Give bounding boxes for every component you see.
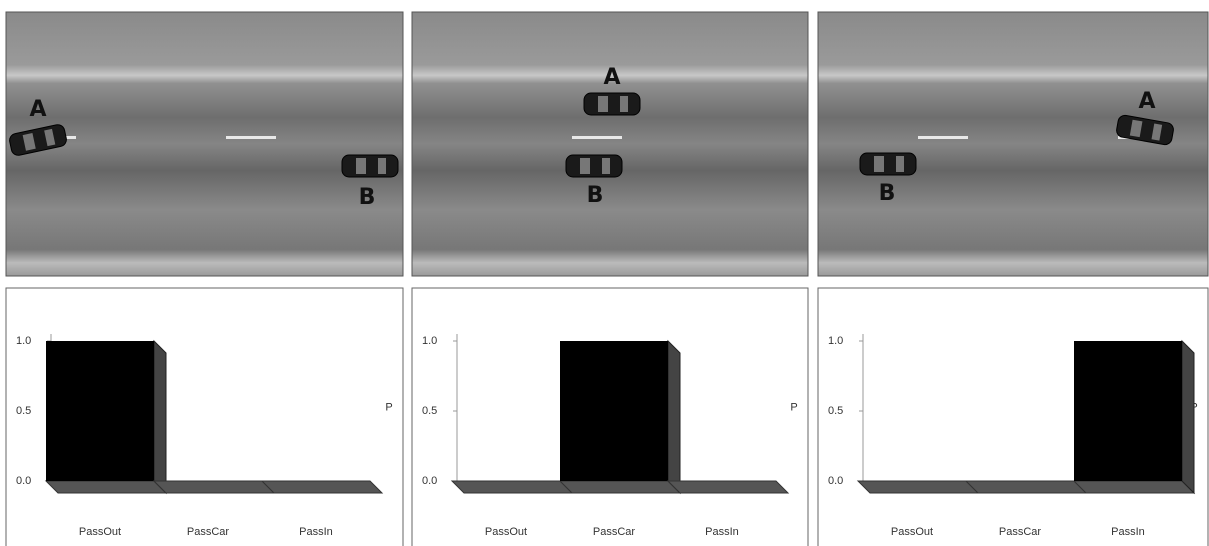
lane-dash [226,136,276,139]
car [566,155,622,177]
y-tick-label: 0.5 [16,405,31,417]
lane-dash [918,136,968,139]
y-tick-label: 0.5 [422,405,437,417]
car-label: A [1138,89,1155,114]
bar-floor [262,481,382,493]
car [584,93,640,115]
road-image [818,12,1208,276]
bar-side [668,341,680,493]
x-tick-label: PassOut [891,526,933,538]
lane-dash [572,136,622,139]
bar-floor [668,481,788,493]
y-tick-label: 0.5 [828,405,843,417]
y-tick-label: 1.0 [16,335,31,347]
figure: ABABAB 0.00.51.0PPassOutPassCarPassIn0.0… [0,0,1209,546]
y-axis-label: P [385,401,392,413]
car-label: B [879,181,896,206]
road-image [412,12,808,276]
x-tick-label: PassIn [1111,526,1145,538]
road-image [6,12,403,276]
x-tick-label: PassIn [299,526,333,538]
y-tick-label: 0.0 [16,475,31,487]
x-tick-label: PassIn [705,526,739,538]
bar-floor [966,481,1086,493]
x-tick-label: PassOut [485,526,527,538]
y-tick-label: 1.0 [828,335,843,347]
bar-side [1182,341,1194,493]
bar-floor [46,481,166,493]
x-tick-label: PassOut [79,526,121,538]
bar-floor [452,481,572,493]
car-label: A [603,65,620,90]
bar-floor [858,481,978,493]
car-label: B [587,183,604,208]
x-tick-label: PassCar [999,526,1042,538]
car-label: B [359,185,376,210]
bar [560,341,668,481]
bar-side [154,341,166,493]
car-label: A [29,97,46,122]
car [860,153,916,175]
y-tick-label: 1.0 [422,335,437,347]
x-tick-label: PassCar [187,526,230,538]
bar [46,341,154,481]
bar-floor [1074,481,1194,493]
scenes: A B A B A B [6,12,1208,276]
bar-floor [560,481,680,493]
y-axis-label: P [790,401,797,413]
x-tick-label: PassCar [593,526,636,538]
y-tick-label: 0.0 [422,475,437,487]
car [342,155,398,177]
bar [1074,341,1182,481]
charts: 0.0 0.5 1.0 P PassOut PassCar PassIn 0.0 0.5 1.0 P… [6,288,1208,546]
y-tick-label: 0.0 [828,475,843,487]
bar-floor [154,481,274,493]
